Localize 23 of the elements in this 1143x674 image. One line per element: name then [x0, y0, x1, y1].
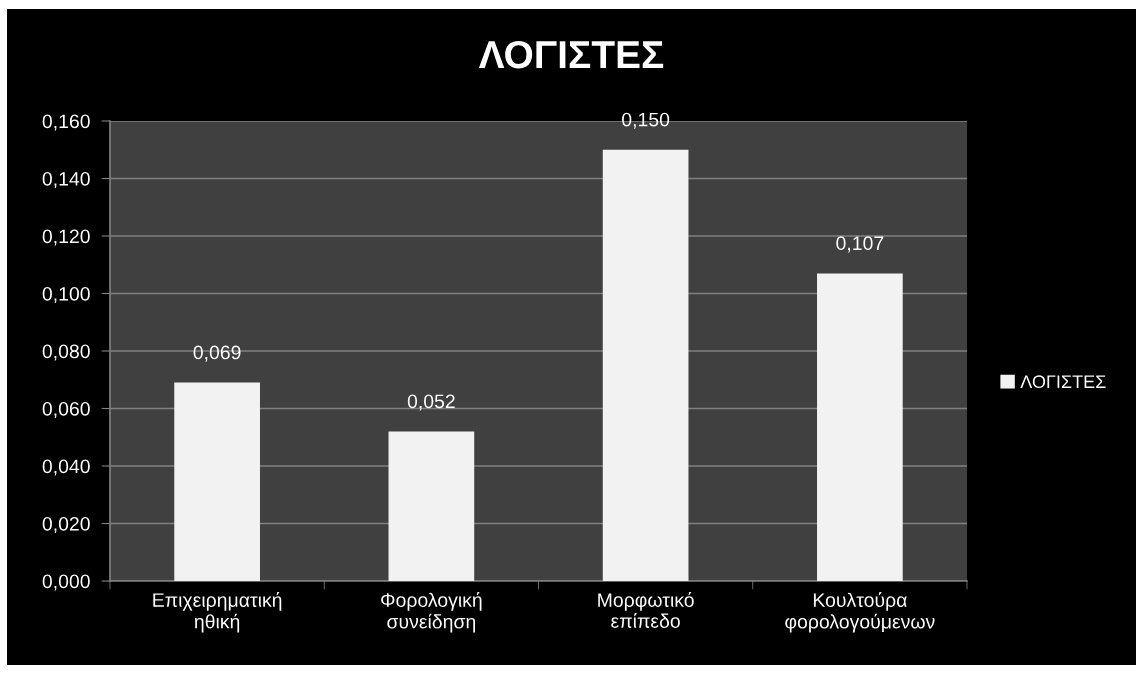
y-tick-label: 0,040 — [42, 459, 90, 476]
y-tick-label: 0,060 — [42, 401, 90, 419]
y-tick-label: 0,160 — [42, 114, 90, 131]
bar — [602, 149, 689, 581]
data-label: 0,069 — [193, 345, 241, 362]
bar — [817, 273, 903, 581]
data-label: 0,150 — [622, 112, 670, 129]
y-tick-label: 0,000 — [42, 574, 90, 591]
y-tick-label: 0,120 — [42, 229, 90, 246]
data-label: 0,107 — [836, 236, 884, 253]
y-tick-label: 0,140 — [42, 171, 90, 189]
data-label: 0,052 — [407, 394, 455, 411]
chart-title: ΛΟΓΙΣΤΕΣ — [478, 40, 664, 69]
x-tick-label: Κουλτούρα φορολογούμενων — [785, 592, 935, 633]
x-tick-label: Επιχειρηματική ηθική — [153, 592, 282, 633]
x-tick-label: Μορφωτικό επίπεδο — [598, 592, 694, 628]
y-tick-label: 0,080 — [42, 344, 90, 361]
x-tick-label: Φορολογική συνείδηση — [381, 592, 482, 633]
bar — [388, 431, 475, 581]
y-tick-label: 0,020 — [42, 516, 90, 534]
y-tick-label: 0,100 — [42, 286, 90, 304]
bar — [174, 382, 260, 581]
legend-label: ΛΟΓΙΣΤΕΣ — [1020, 375, 1106, 389]
